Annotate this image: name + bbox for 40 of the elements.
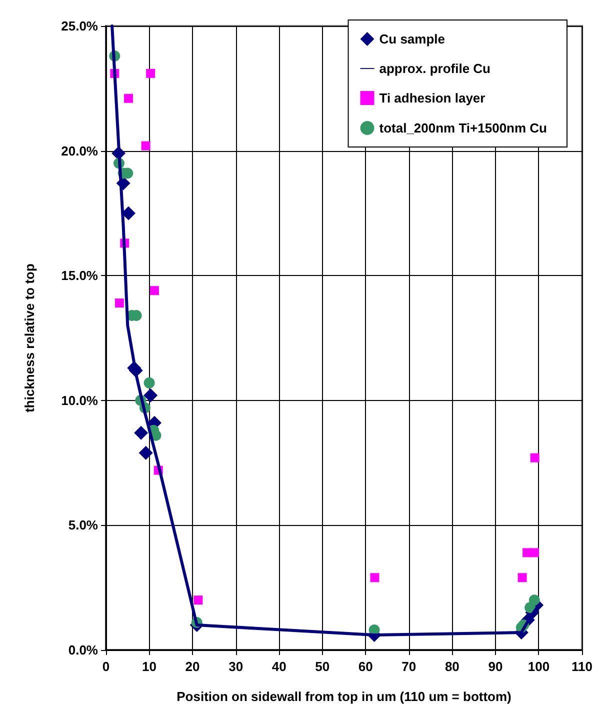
point — [114, 298, 124, 308]
point — [530, 548, 539, 558]
legend-label: Ti adhesion layer — [379, 90, 486, 106]
y-tick-label: 10.0% — [61, 392, 98, 408]
x-tick-label: 10 — [142, 659, 157, 674]
y-tick-label: 0.0% — [68, 642, 98, 658]
point — [194, 596, 203, 605]
point — [518, 573, 527, 582]
point — [134, 426, 148, 440]
x-tick-label: 100 — [528, 659, 550, 674]
x-tick-label: 30 — [228, 659, 244, 674]
y-tick-label: 15.0% — [61, 268, 98, 284]
legend-label: total_200nm Ti+1500nm Cu — [379, 120, 548, 136]
x-tick-label: 110 — [572, 659, 592, 674]
y-tick-label: 20.0% — [61, 143, 98, 158]
x-tick-label: 70 — [402, 659, 416, 674]
legend-label: approx. profile Cu — [379, 61, 491, 76]
point — [150, 286, 159, 296]
point — [124, 94, 133, 103]
x-tick-label: 80 — [444, 659, 460, 674]
x-tick-label: 90 — [488, 659, 503, 674]
x-tick-label: 20 — [185, 659, 200, 674]
point — [144, 388, 158, 402]
x-tick-label: 60 — [358, 659, 373, 674]
point — [528, 594, 540, 606]
x-tick-label: 0 — [102, 659, 110, 674]
legend-label: Cu sample — [379, 32, 446, 46]
point — [146, 68, 156, 78]
point — [530, 453, 540, 462]
point — [141, 141, 150, 150]
x-tick-label: 50 — [315, 659, 330, 674]
y-tick-label: 25.0% — [61, 18, 98, 34]
y-tick-label: 5.0% — [68, 518, 98, 533]
point — [370, 573, 380, 582]
point — [144, 377, 155, 388]
x-axis-title: Position on sidewall from top in um (110 um = bottom) — [176, 689, 512, 704]
x-tick-label: 40 — [272, 659, 286, 674]
point — [138, 446, 153, 460]
y-axis-title: thickness relative to top — [22, 264, 37, 412]
point — [122, 206, 136, 220]
